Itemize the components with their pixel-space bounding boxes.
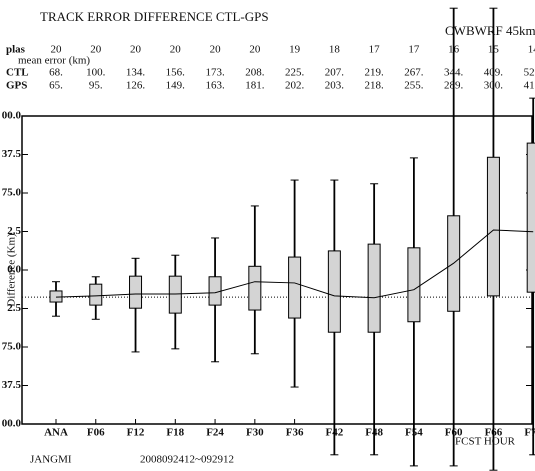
x-tick-label: F18 xyxy=(166,427,184,439)
row-value: 417. xyxy=(524,80,535,92)
count: 17 xyxy=(369,44,381,56)
box xyxy=(327,250,341,333)
x-tick-label: F72 xyxy=(524,427,535,439)
count: 20 xyxy=(170,44,182,56)
count: 20 xyxy=(90,44,102,56)
row-name: CTL xyxy=(6,67,29,79)
x-tick-label: F06 xyxy=(87,427,105,439)
row-value: 255. xyxy=(404,80,424,92)
row-value: 207. xyxy=(325,67,345,79)
row-value: 126. xyxy=(126,80,146,92)
y-axis-label: Difference (Km) xyxy=(6,233,18,307)
count: 17 xyxy=(408,44,420,56)
box xyxy=(486,156,500,297)
count: 14 xyxy=(528,44,535,56)
count: 20 xyxy=(210,44,222,56)
x-axis-label: FCST HOUR xyxy=(455,436,516,448)
box xyxy=(248,265,262,311)
box xyxy=(129,275,143,309)
box xyxy=(168,275,182,314)
period: 2008092412~092912 xyxy=(140,454,234,466)
count: 20 xyxy=(130,44,142,56)
x-tick-label: F36 xyxy=(286,427,304,439)
chart-subtitle: CWBWRF 45km xyxy=(445,23,535,38)
row-name: GPS xyxy=(6,80,27,92)
x-tick-label: ANA xyxy=(44,427,68,439)
row-value: 68. xyxy=(49,67,63,79)
count: 19 xyxy=(289,44,301,56)
y-tick-label: 0.0 xyxy=(7,264,21,276)
storm-name: JANGMI xyxy=(30,454,72,466)
x-tick-label: F24 xyxy=(206,427,224,439)
box xyxy=(367,243,381,333)
row-value: 203. xyxy=(325,80,345,92)
row-value: 134. xyxy=(126,67,146,79)
y-tick-label: 37.5 xyxy=(2,148,22,160)
y-tick-label: 75.0 xyxy=(2,341,22,353)
row-value: 163. xyxy=(205,80,225,92)
box xyxy=(89,283,103,306)
row-value: 219. xyxy=(365,67,385,79)
count: 20 xyxy=(51,44,63,56)
y-tick-label: 2.5 xyxy=(7,302,21,314)
row-value: 65. xyxy=(49,80,63,92)
y-tick-label: 00.0 xyxy=(2,110,22,122)
row-value: 202. xyxy=(285,80,305,92)
y-tick-label: 75.0 xyxy=(2,187,22,199)
row-value: 208. xyxy=(245,67,265,79)
mean-error-label: mean error (km) xyxy=(18,55,90,67)
y-tick-label: 37.5 xyxy=(2,379,22,391)
y-tick-label: 00.0 xyxy=(2,418,22,430)
row-value: 95. xyxy=(89,80,103,92)
box xyxy=(288,256,302,319)
count: 20 xyxy=(249,44,261,56)
row-value: 225. xyxy=(285,67,305,79)
box xyxy=(407,247,421,323)
row-value: 181. xyxy=(245,80,265,92)
x-tick-label: F12 xyxy=(127,427,145,439)
count: 18 xyxy=(329,44,341,56)
row-value: 521. xyxy=(524,67,535,79)
box xyxy=(526,142,535,293)
row-value: 173. xyxy=(205,67,225,79)
row-value: 100. xyxy=(86,67,106,79)
row-value: 156. xyxy=(166,67,186,79)
chart-title: TRACK ERROR DIFFERENCE CTL-GPS xyxy=(40,9,269,24)
row-value: 267. xyxy=(404,67,424,79)
box xyxy=(208,276,222,306)
row-value: 149. xyxy=(166,80,186,92)
y-tick-label: 2.5 xyxy=(7,225,21,237)
mean-line xyxy=(55,229,534,299)
count-label: plas xyxy=(6,44,26,56)
x-tick-label: F30 xyxy=(246,427,264,439)
row-value: 218. xyxy=(365,80,385,92)
